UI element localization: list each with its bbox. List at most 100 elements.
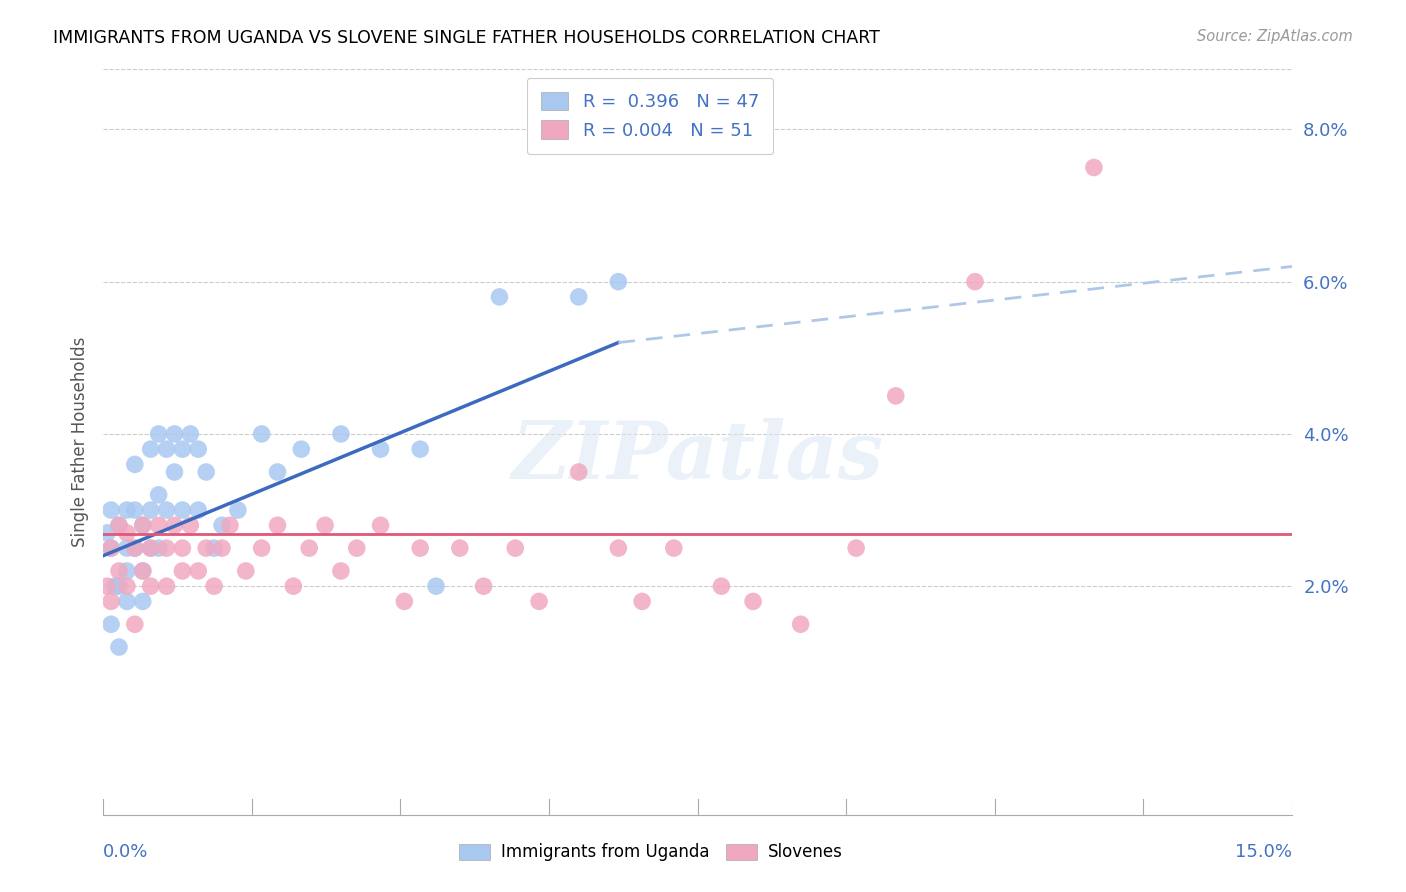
Point: [100, 541, 122, 555]
Point: [155, 541, 177, 555]
Point: [115, 564, 138, 578]
Point: [104, 579, 127, 593]
Point: [329, 426, 352, 441]
Point: [346, 541, 368, 555]
Point: [290, 442, 312, 457]
Point: [148, 518, 170, 533]
Point: [845, 541, 868, 555]
Point: [226, 503, 249, 517]
Point: [219, 518, 242, 533]
Point: [211, 541, 233, 555]
Point: [631, 594, 654, 608]
Point: [115, 579, 138, 593]
Point: [100, 541, 122, 555]
Point: [132, 518, 155, 533]
Point: [108, 564, 131, 578]
Point: [742, 594, 765, 608]
Point: [266, 518, 288, 533]
Point: [250, 426, 273, 441]
Point: [394, 594, 416, 608]
Point: [139, 541, 162, 555]
Point: [179, 518, 201, 533]
Point: [607, 541, 630, 555]
Point: [187, 442, 209, 457]
Point: [568, 290, 591, 304]
Point: [155, 579, 177, 593]
Point: [108, 640, 131, 654]
Point: [187, 564, 209, 578]
Point: [124, 541, 146, 555]
Point: [195, 541, 218, 555]
Point: [100, 594, 122, 608]
Point: [202, 579, 225, 593]
Point: [132, 594, 155, 608]
Point: [409, 442, 432, 457]
Point: [148, 488, 170, 502]
Point: [283, 579, 305, 593]
Point: [314, 518, 336, 533]
Point: [472, 579, 495, 593]
Point: [370, 442, 392, 457]
Text: ZIPatlas: ZIPatlas: [512, 417, 883, 495]
Point: [139, 503, 162, 517]
Point: [202, 541, 225, 555]
Point: [179, 426, 201, 441]
Point: [172, 503, 194, 517]
Point: [449, 541, 471, 555]
Point: [148, 541, 170, 555]
Point: [211, 518, 233, 533]
Point: [195, 465, 218, 479]
Point: [108, 518, 131, 533]
Point: [139, 579, 162, 593]
Point: [235, 564, 257, 578]
Point: [96, 525, 118, 540]
Point: [115, 594, 138, 608]
Text: Immigrants from Uganda: Immigrants from Uganda: [501, 843, 709, 861]
Point: [148, 426, 170, 441]
Point: [329, 564, 352, 578]
Text: 15.0%: 15.0%: [1234, 843, 1292, 861]
Text: 0.0%: 0.0%: [103, 843, 149, 861]
Point: [163, 465, 186, 479]
Y-axis label: Single Father Households: Single Father Households: [72, 336, 89, 547]
Point: [710, 579, 733, 593]
Point: [139, 541, 162, 555]
Point: [187, 503, 209, 517]
Point: [163, 518, 186, 533]
Point: [115, 525, 138, 540]
Point: [172, 442, 194, 457]
Text: Slovenes: Slovenes: [768, 843, 842, 861]
Point: [132, 564, 155, 578]
Point: [163, 426, 186, 441]
Point: [155, 503, 177, 517]
Point: [139, 442, 162, 457]
Point: [505, 541, 527, 555]
Point: [266, 465, 288, 479]
Point: [124, 503, 146, 517]
Point: [527, 594, 550, 608]
Text: IMMIGRANTS FROM UGANDA VS SLOVENE SINGLE FATHER HOUSEHOLDS CORRELATION CHART: IMMIGRANTS FROM UGANDA VS SLOVENE SINGLE…: [53, 29, 880, 46]
Point: [607, 275, 630, 289]
Point: [963, 275, 986, 289]
Point: [96, 579, 118, 593]
Point: [115, 541, 138, 555]
Legend: R =  0.396   N = 47, R = 0.004   N = 51: R = 0.396 N = 47, R = 0.004 N = 51: [527, 78, 773, 154]
Point: [172, 541, 194, 555]
Point: [124, 458, 146, 472]
Point: [1083, 161, 1105, 175]
Point: [568, 465, 591, 479]
Text: Source: ZipAtlas.com: Source: ZipAtlas.com: [1197, 29, 1353, 44]
Point: [108, 579, 131, 593]
Point: [884, 389, 907, 403]
Point: [425, 579, 447, 593]
Point: [789, 617, 811, 632]
Point: [662, 541, 685, 555]
Point: [100, 617, 122, 632]
Point: [370, 518, 392, 533]
Point: [115, 503, 138, 517]
Point: [124, 617, 146, 632]
Point: [298, 541, 321, 555]
Point: [409, 541, 432, 555]
Point: [132, 564, 155, 578]
Point: [124, 541, 146, 555]
